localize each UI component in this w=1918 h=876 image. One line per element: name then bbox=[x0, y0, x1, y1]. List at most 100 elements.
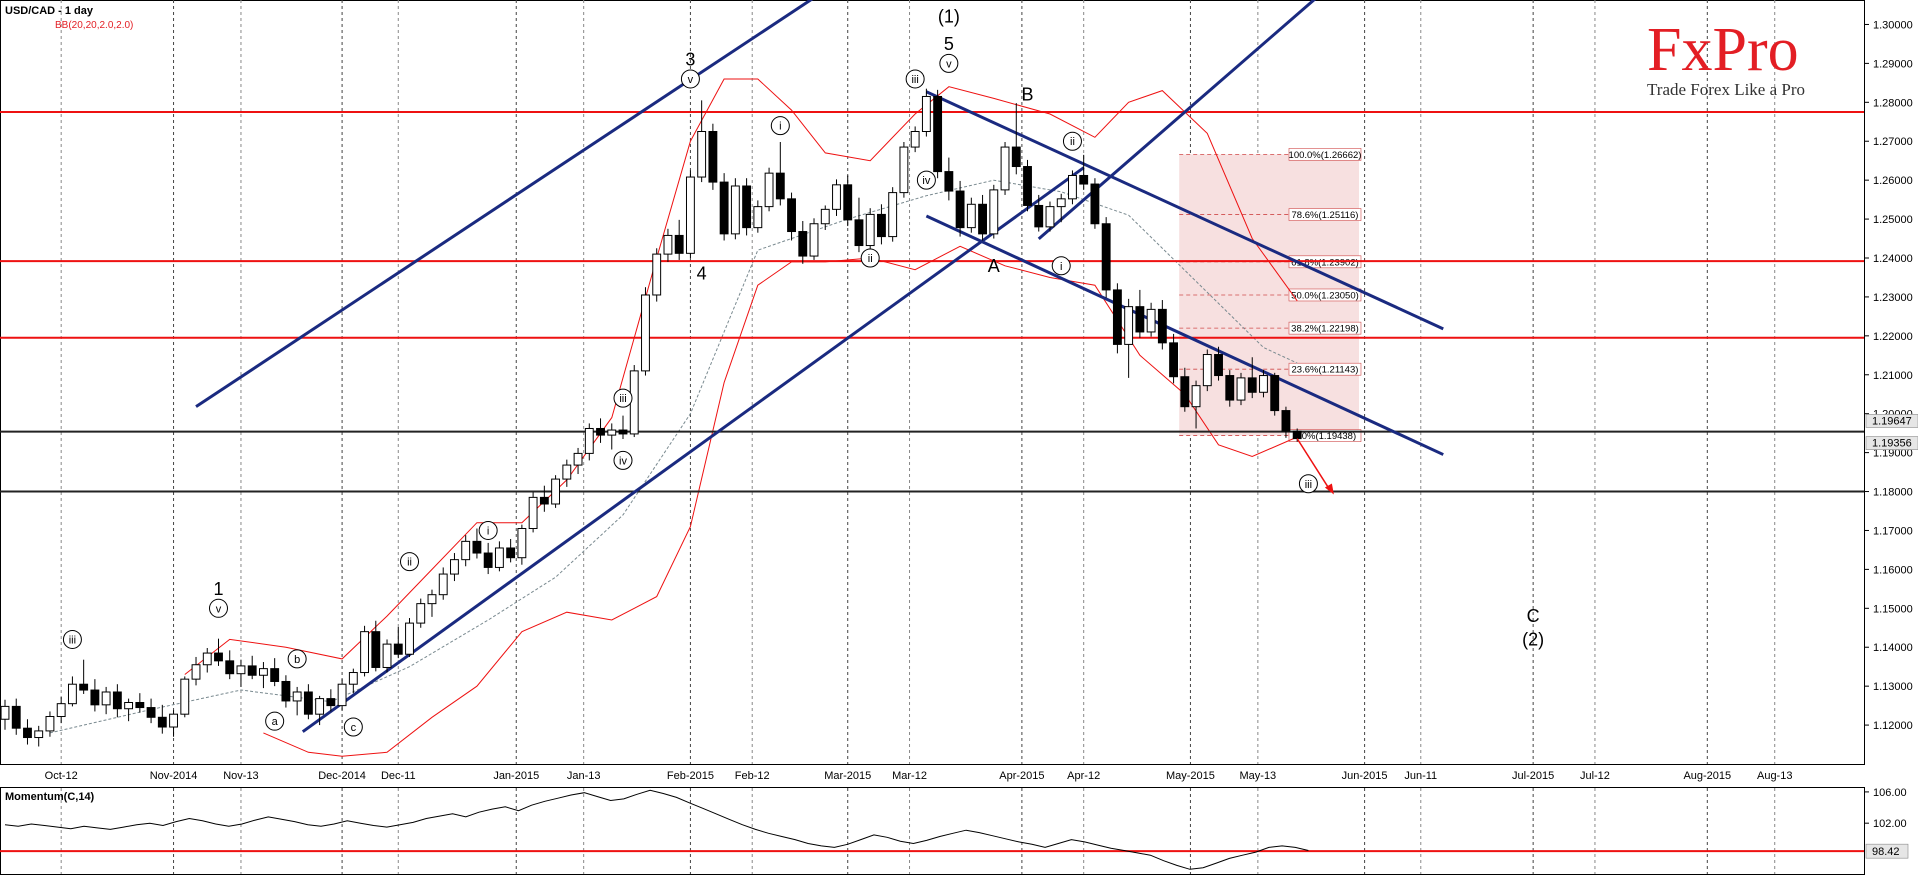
bearish-candle bbox=[1135, 306, 1145, 333]
bearish-candle bbox=[775, 172, 785, 200]
bullish-candle bbox=[450, 559, 459, 575]
bullish-candle bbox=[180, 678, 190, 715]
wave-label-circle bbox=[860, 248, 880, 268]
x-tick-label: Jun-2015 bbox=[1342, 770, 1388, 782]
bullish-candle bbox=[494, 547, 504, 568]
fibonacci-label-box bbox=[1288, 288, 1362, 302]
x-tick-label: Jul-12 bbox=[1580, 770, 1610, 782]
x-tick-label: Nov-13 bbox=[223, 770, 258, 782]
bullish-candle bbox=[573, 452, 583, 466]
bearish-candle bbox=[955, 190, 965, 229]
bearish-candle bbox=[1011, 146, 1021, 168]
channel-trend-line bbox=[925, 90, 1444, 331]
wave-label-circle bbox=[265, 711, 285, 731]
bullish-candle bbox=[124, 702, 134, 710]
wave-label: B bbox=[1022, 85, 1034, 105]
bullish-candle bbox=[562, 464, 572, 480]
bearish-candle bbox=[1214, 354, 1223, 377]
wave-label-circle bbox=[287, 649, 307, 669]
bullish-candle bbox=[360, 631, 369, 674]
x-tick-label: Oct-12 bbox=[45, 770, 78, 782]
bullish-candle bbox=[652, 253, 662, 296]
bearish-candle bbox=[483, 552, 493, 568]
bullish-candle bbox=[1259, 375, 1268, 393]
bearish-candle bbox=[798, 231, 808, 257]
bearish-candle bbox=[1101, 223, 1111, 291]
bullish-candle bbox=[1045, 206, 1055, 228]
bullish-candle bbox=[899, 146, 909, 194]
bearish-candle bbox=[787, 198, 796, 233]
bullish-candle bbox=[764, 172, 774, 208]
bearish-candle bbox=[1225, 375, 1235, 401]
bearish-candle bbox=[742, 185, 752, 229]
bearish-candle bbox=[23, 727, 32, 739]
wave-label: iii bbox=[69, 634, 76, 646]
momentum-value-label: 98.42 bbox=[1872, 846, 1900, 858]
fibonacci-level-label: 38.2%(1.22198) bbox=[1291, 324, 1359, 335]
momentum-value-tag bbox=[1865, 843, 1909, 859]
wave-label: iv bbox=[619, 455, 627, 467]
wave-label: a bbox=[272, 716, 279, 728]
fibonacci-label-box bbox=[1288, 321, 1362, 335]
wave-label-circle bbox=[1051, 256, 1071, 276]
bullish-candle bbox=[1068, 174, 1077, 200]
bullish-candle bbox=[348, 672, 358, 685]
y-tick-label: 1.14000 bbox=[1873, 642, 1913, 654]
x-tick-label: Aug-2015 bbox=[1683, 770, 1731, 782]
bullish-candle bbox=[169, 713, 178, 728]
y-tick-label: 1.21000 bbox=[1873, 370, 1913, 382]
momentum-panel-label: Momentum(C,14) bbox=[5, 791, 95, 803]
x-tick-label: Jun-11 bbox=[1404, 770, 1437, 782]
bearish-candle bbox=[214, 652, 223, 662]
x-tick-label: Mar-2015 bbox=[824, 770, 871, 782]
wave-label: 5 bbox=[944, 34, 954, 54]
x-tick-label: Dec-2014 bbox=[318, 770, 366, 782]
wave-label: 3 bbox=[685, 49, 695, 69]
wave-label-circle bbox=[208, 598, 228, 618]
bearish-candle bbox=[472, 540, 482, 554]
momentum-tick-label: 102.00 bbox=[1873, 818, 1907, 830]
wave-label: (2) bbox=[1522, 629, 1544, 649]
y-tick-label: 1.22000 bbox=[1873, 331, 1913, 343]
bearish-candle bbox=[79, 683, 89, 691]
x-tick-label: Apr-2015 bbox=[999, 770, 1044, 782]
bearish-candle bbox=[1079, 174, 1089, 185]
bullish-candle bbox=[663, 234, 673, 255]
wave-label-circle bbox=[478, 520, 498, 540]
bullish-candle bbox=[1146, 308, 1156, 333]
bullish-candle bbox=[607, 429, 617, 436]
candlesticks bbox=[0, 88, 1302, 747]
wave-label-circle bbox=[613, 450, 633, 470]
bollinger-upper-band bbox=[184, 78, 1298, 675]
wave-label: C bbox=[1527, 606, 1540, 626]
bearish-candle bbox=[247, 665, 257, 676]
x-tick-label: Jan-2015 bbox=[493, 770, 539, 782]
bullish-candle bbox=[1202, 354, 1212, 387]
bearish-candle bbox=[674, 234, 684, 254]
wave-label: b bbox=[294, 654, 300, 666]
x-tick-label: Aug-13 bbox=[1757, 770, 1792, 782]
bearish-candle bbox=[1169, 342, 1179, 378]
bullish-candle bbox=[259, 668, 268, 676]
bullish-candle bbox=[34, 730, 44, 739]
bullish-candle bbox=[461, 540, 471, 561]
y-tick-label: 1.29000 bbox=[1873, 58, 1913, 70]
wave-label: iii bbox=[911, 74, 918, 86]
wave-label: ii bbox=[1070, 136, 1075, 148]
bullish-candle bbox=[382, 643, 392, 668]
bearish-candle bbox=[112, 691, 122, 710]
wave-label: c bbox=[351, 722, 357, 734]
momentum-tick-label: 106.00 bbox=[1873, 787, 1907, 799]
channel-trend-line bbox=[195, 0, 814, 408]
bullish-candle bbox=[236, 665, 246, 675]
bullish-candle bbox=[315, 698, 325, 715]
fibonacci-level-label: 61.8%(1.23902) bbox=[1291, 257, 1359, 268]
bearish-candle bbox=[303, 691, 313, 715]
channel-trend-line bbox=[925, 214, 1444, 456]
bullish-candle bbox=[685, 176, 695, 254]
bullish-candle bbox=[832, 184, 841, 210]
y-tick-label: 1.17000 bbox=[1873, 525, 1913, 537]
bullish-candle bbox=[56, 703, 66, 718]
symbol-title: USD/CAD - 1 day bbox=[5, 5, 94, 17]
